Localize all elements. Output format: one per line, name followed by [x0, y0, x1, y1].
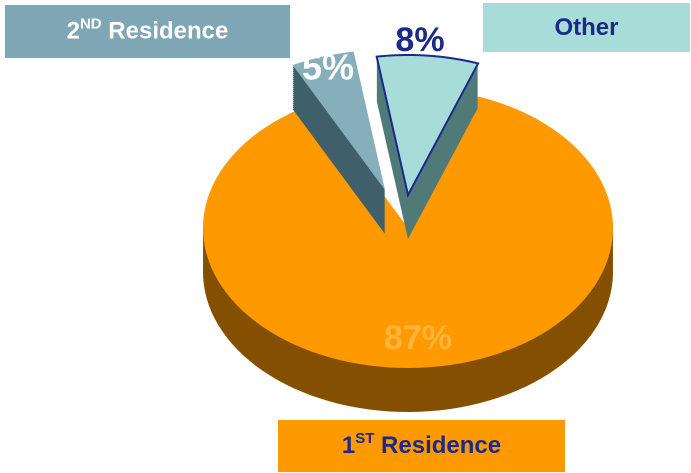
legend-label: 2ND Residence	[67, 15, 229, 44]
slice	[375, 54, 480, 198]
legend-box	[483, 3, 690, 52]
legend-label: 1ST Residence	[342, 430, 501, 459]
legend-box	[278, 420, 565, 472]
legend-box	[5, 5, 290, 58]
slice	[292, 51, 385, 191]
value-label: 87%	[384, 319, 452, 357]
value-label: 8%	[395, 21, 444, 59]
legend-label: Other	[554, 14, 618, 41]
value-label: 5%	[302, 47, 354, 88]
